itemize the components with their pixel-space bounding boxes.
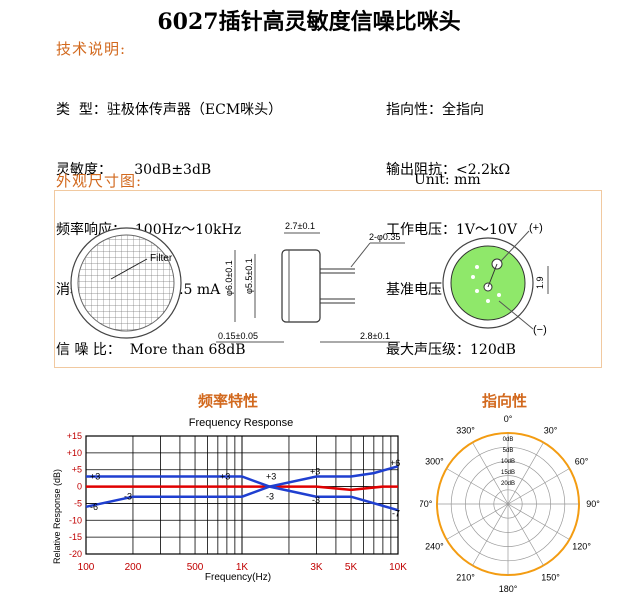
x-tick-label: 200 xyxy=(125,562,142,573)
y-tick-label: +5 xyxy=(72,465,82,475)
polar-ring-label: 5dB xyxy=(503,448,514,454)
spec-sensitivity: 灵敏度： 30dB±3dB xyxy=(56,162,212,178)
polar-angle-label: 330° xyxy=(456,425,475,435)
polar-angle-label: 0° xyxy=(504,414,513,424)
x-tick-labels: 100 200 500 1K 3K 5K 10K xyxy=(78,562,408,573)
y-tick-label: +15 xyxy=(67,431,82,441)
polar-angle-label: 300° xyxy=(425,457,444,467)
x-tick-label: 100 xyxy=(78,562,95,573)
unit-label: Unit: mm xyxy=(414,172,481,188)
polar-spoke xyxy=(507,503,570,540)
dim-pin-length: 2.8±0.1 xyxy=(360,331,390,341)
frequency-response-chart: Frequency Response +15+10+50-5-10-15-20 … xyxy=(52,417,408,583)
y-tick-labels: +15 +10 +5 0 -5 -10 -15 -20 xyxy=(67,431,82,559)
data-annotation: -3 xyxy=(124,492,132,502)
dim-height: 2.7±0.1 xyxy=(285,221,315,231)
y-tick-label: 0 xyxy=(77,482,82,492)
data-annotation: -7 xyxy=(392,509,400,519)
polar-angle-label: 150° xyxy=(541,573,560,583)
x-tick-label: 10K xyxy=(389,562,407,573)
polar-ring-label: 10dB xyxy=(501,459,515,465)
dimension-drawing-frame: Filter 2.7±0.1 2-φ0.35 φ6.0±0.1 φ5.5±0.1… xyxy=(54,190,602,368)
dim-inner-dia: φ5.5±0.1 xyxy=(244,258,254,294)
spec-directivity: 指向性：全指向 xyxy=(386,102,484,118)
polar-angle-label: 240° xyxy=(425,542,444,552)
y-tick-label: -15 xyxy=(69,532,82,542)
polar-ring-label: 0dB xyxy=(503,437,514,443)
polar-pattern-chart: 0° 30° 60° 90° 120° 150° 180° 210° 240° 270° 300° 3… xyxy=(420,414,600,594)
chart-title: Frequency Response xyxy=(189,417,294,429)
dim-outer-dia: φ6.0±0.1 xyxy=(224,260,234,296)
polar-angle-label: 60° xyxy=(575,457,589,467)
positive-pin-label: (+) xyxy=(529,222,543,234)
spec-type: 类 型：驻极体传声器（ECM咪头） xyxy=(56,102,283,118)
polar-spoke xyxy=(507,468,570,505)
polar-spoke xyxy=(446,503,509,540)
polar-angle-label: 210° xyxy=(456,573,475,583)
y-axis-label: Relative Response (dB) xyxy=(52,469,62,564)
polar-spoke xyxy=(446,468,509,505)
x-tick-label: 3K xyxy=(310,562,323,573)
polar-ring-label: 15dB xyxy=(501,470,515,476)
dim-pins: 2-φ0.35 xyxy=(369,232,400,242)
y-tick-label: -5 xyxy=(74,498,82,508)
spec-snr: 信 噪 比： More than 68dB xyxy=(56,342,246,358)
polar-angle-label: 270° xyxy=(420,499,433,509)
polar-spoke xyxy=(507,503,544,566)
series-line-1 xyxy=(86,485,398,492)
series-line-3 xyxy=(85,485,399,512)
data-annotation: +3 xyxy=(310,466,320,476)
polar-angle-label: 120° xyxy=(572,542,591,552)
front-view: Filter xyxy=(70,227,182,339)
dimension-drawing: Filter 2.7±0.1 2-φ0.35 φ6.0±0.1 φ5.5±0.1… xyxy=(70,221,549,343)
x-tick-label: 5K xyxy=(345,562,358,573)
dim-front-gap: 0.15±0.05 xyxy=(218,331,258,341)
filter-label: Filter xyxy=(150,253,173,264)
negative-pin-label: (−) xyxy=(533,324,547,336)
data-annotation: +3 xyxy=(90,471,100,481)
series-line-2 xyxy=(86,465,399,488)
polar-angle-label: 180° xyxy=(499,584,518,594)
data-annotation: -3 xyxy=(266,492,274,502)
polar-spoke xyxy=(472,503,509,566)
series-lines xyxy=(85,465,399,512)
rear-view: (+) (−) 1.9 xyxy=(442,222,549,336)
spec-max-spl: 最大声压级：120dB xyxy=(386,342,516,358)
y-tick-label: -20 xyxy=(69,549,82,559)
polar-grid: 0° 30° 60° 90° 120° 150° 180° 210° 240° 270° 300° 3… xyxy=(420,414,600,594)
x-tick-label: 500 xyxy=(187,562,204,573)
data-annotation: +6 xyxy=(390,458,400,468)
specs-right: 指向性：全指向 输出阻抗：<2.2kΩ 工作电压：1V～10V 基准电压：2.0… xyxy=(386,60,517,380)
data-annotation: -3 xyxy=(312,495,320,505)
spec-impedance: 输出阻抗：<2.2kΩ xyxy=(386,162,511,178)
polar-angle-label: 90° xyxy=(586,499,600,509)
spec-voltage: 工作电压：1V～10V xyxy=(386,222,517,238)
y-tick-label: -10 xyxy=(69,515,82,525)
data-annotation: +3 xyxy=(266,471,276,481)
dir-heading: 指向性 xyxy=(482,392,528,410)
y-tick-label: +10 xyxy=(67,448,82,458)
tech-heading: 技术说明: xyxy=(56,40,127,58)
polar-spoke xyxy=(472,442,509,505)
x-axis-label: Frequency(Hz) xyxy=(205,572,271,583)
polar-spoke xyxy=(507,442,544,505)
annotations: +3 -3 -6 +3 +3 -3 +3 -3 +6 -7 xyxy=(90,458,400,519)
polar-angle-label: 30° xyxy=(544,425,558,435)
freq-heading: 频率特性 xyxy=(198,392,259,410)
x-tick-label: 1K xyxy=(236,562,249,573)
page-title: 6027插针高灵敏度信噪比咪头 xyxy=(157,9,461,35)
data-annotation: +3 xyxy=(220,471,230,481)
chart-grid xyxy=(85,435,399,555)
appearance-heading: 外观尺寸图: xyxy=(56,172,143,190)
data-annotation: -6 xyxy=(90,502,98,512)
polar-ring-label: 20dB xyxy=(501,481,515,487)
dim-pin-spacing: 1.9 xyxy=(535,276,545,289)
side-view: 2.7±0.1 2-φ0.35 φ6.0±0.1 φ5.5±0.1 0.15±0… xyxy=(216,221,405,343)
